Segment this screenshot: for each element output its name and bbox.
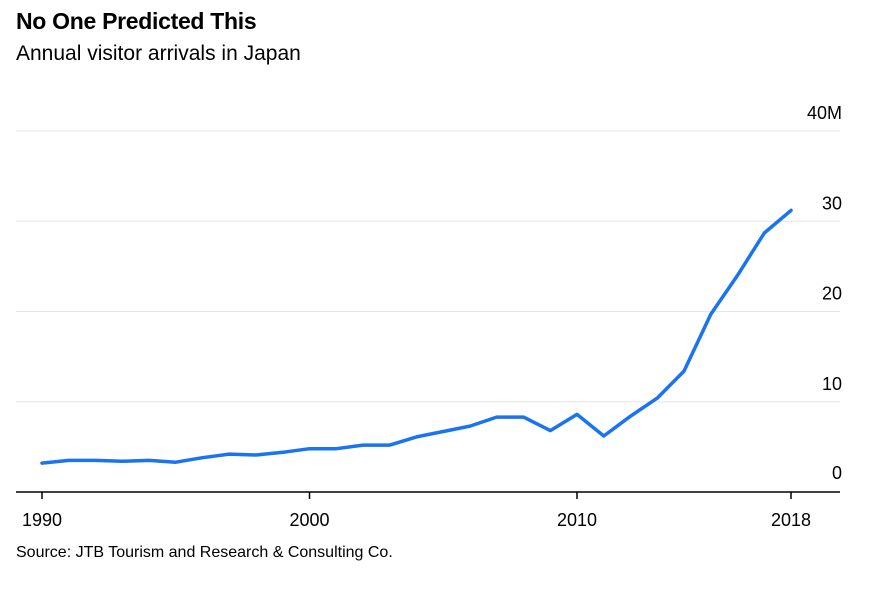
x-tick-label-2010: 2010 bbox=[557, 510, 597, 530]
y-tick-label-20: 20 bbox=[822, 284, 842, 304]
x-axis: 1990 2000 2010 2018 bbox=[16, 491, 840, 530]
y-tick-label-30: 30 bbox=[822, 193, 842, 213]
x-tick-label-2018: 2018 bbox=[771, 510, 811, 530]
series-layer bbox=[40, 208, 793, 465]
y-tick-label-10: 10 bbox=[822, 374, 842, 394]
x-tick-label-2000: 2000 bbox=[289, 510, 329, 530]
chart-subtitle: Annual visitor arrivals in Japan bbox=[16, 42, 301, 65]
y-tick-label-0: 0 bbox=[832, 463, 842, 483]
grid-lines bbox=[16, 130, 840, 403]
y-axis-tick-labels: 0 10 20 30 40M bbox=[807, 103, 842, 483]
chart-title: No One Predicted This bbox=[16, 8, 257, 34]
series-line-0 bbox=[40, 208, 793, 465]
y-tick-label-40: 40M bbox=[807, 103, 842, 123]
source-note: Source: JTB Tourism and Research & Consu… bbox=[16, 544, 393, 561]
x-tick-label-1990: 1990 bbox=[22, 510, 62, 530]
